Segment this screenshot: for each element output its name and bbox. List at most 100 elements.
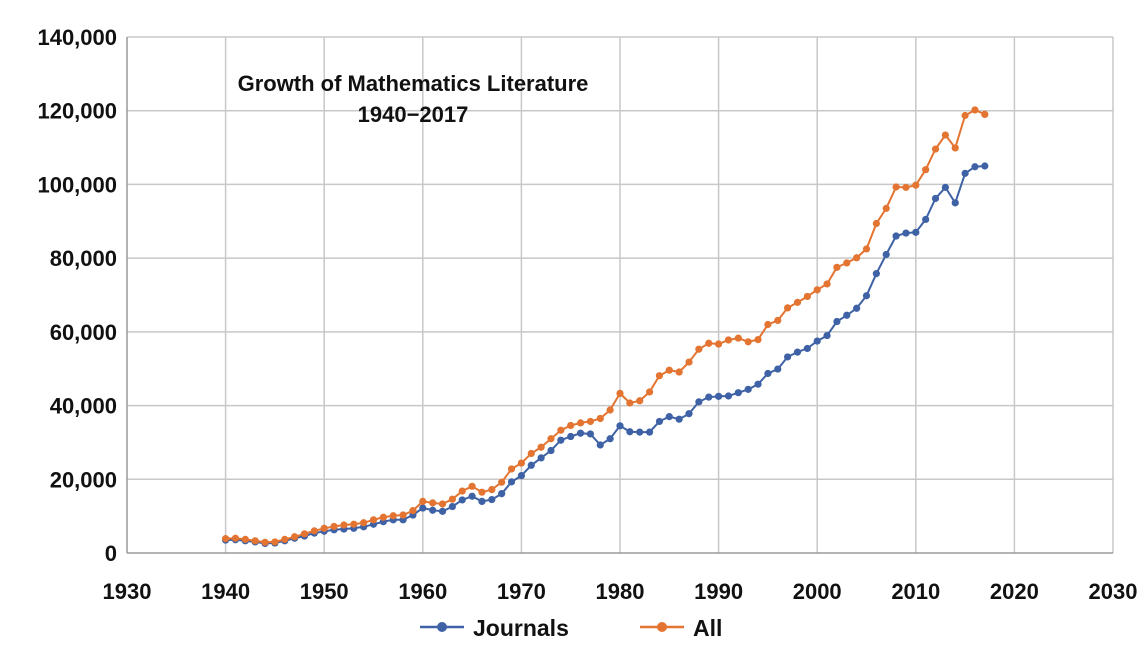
legend: Journals All bbox=[420, 615, 722, 641]
y-tick-label: 40,000 bbox=[50, 394, 117, 419]
data-point-all bbox=[537, 443, 545, 451]
data-point-journals bbox=[892, 232, 900, 240]
data-point-all bbox=[438, 500, 447, 508]
data-point-all bbox=[675, 368, 683, 376]
data-point-all bbox=[389, 512, 397, 520]
data-point-journals bbox=[438, 507, 447, 515]
data-point-all bbox=[261, 538, 269, 546]
data-point-journals bbox=[793, 348, 802, 356]
data-point-all bbox=[517, 459, 526, 467]
data-point-all bbox=[567, 421, 575, 430]
y-tick-label: 100,000 bbox=[37, 172, 117, 197]
data-point-journals bbox=[419, 504, 427, 512]
data-point-all bbox=[705, 339, 713, 347]
data-point-all bbox=[429, 499, 437, 507]
data-point-all bbox=[458, 487, 466, 495]
data-point-all bbox=[784, 304, 792, 312]
data-point-all bbox=[951, 144, 959, 152]
data-point-journals bbox=[971, 163, 979, 171]
data-point-all bbox=[922, 166, 930, 174]
data-point-journals bbox=[498, 490, 506, 498]
x-tick-label: 1960 bbox=[398, 579, 447, 604]
data-point-journals bbox=[744, 385, 752, 393]
data-point-all bbox=[468, 482, 476, 490]
data-point-all bbox=[448, 495, 456, 503]
data-point-journals bbox=[527, 461, 535, 469]
legend-item-all: All bbox=[640, 615, 722, 641]
data-point-all bbox=[626, 399, 634, 407]
data-point-all bbox=[478, 488, 486, 496]
data-point-journals bbox=[803, 344, 811, 353]
data-point-all bbox=[241, 535, 249, 543]
vertical-gridlines bbox=[224, 37, 1114, 553]
horizontal-gridlines bbox=[127, 36, 1113, 481]
x-tick-label: 1990 bbox=[694, 579, 743, 604]
y-axis-tick-labels: 0 20,000 40,000 60,000 80,000 100,000 120,000 1… bbox=[37, 25, 117, 566]
data-point-all bbox=[300, 530, 309, 538]
data-point-all bbox=[369, 516, 378, 524]
y-tick-label: 20,000 bbox=[50, 467, 117, 492]
data-point-journals bbox=[813, 337, 821, 345]
legend-marker-all bbox=[657, 622, 667, 632]
data-point-journals bbox=[764, 369, 772, 378]
data-point-all bbox=[616, 389, 624, 398]
data-point-journals bbox=[557, 436, 565, 444]
data-point-journals bbox=[507, 478, 516, 486]
x-tick-label: 1930 bbox=[103, 579, 152, 604]
data-point-all bbox=[251, 537, 259, 545]
chart-subtitle: 1940−2017 bbox=[358, 102, 469, 127]
legend-item-journals: Journals bbox=[420, 615, 569, 641]
data-point-all bbox=[488, 486, 496, 494]
data-point-journals bbox=[645, 428, 654, 436]
data-point-journals bbox=[705, 393, 713, 401]
data-point-journals bbox=[478, 497, 486, 505]
y-tick-label: 80,000 bbox=[50, 246, 117, 271]
data-point-all bbox=[360, 519, 368, 527]
data-point-journals bbox=[586, 430, 595, 438]
data-point-all bbox=[971, 106, 979, 114]
data-point-journals bbox=[902, 229, 910, 237]
data-point-all bbox=[281, 535, 289, 543]
data-point-journals bbox=[448, 502, 456, 511]
data-point-journals bbox=[468, 492, 476, 500]
data-point-journals bbox=[695, 398, 703, 406]
data-point-all bbox=[399, 511, 407, 519]
data-point-journals bbox=[626, 428, 634, 436]
data-point-journals bbox=[833, 317, 841, 326]
data-point-journals bbox=[922, 215, 930, 224]
series-all bbox=[222, 106, 989, 546]
x-tick-label: 1940 bbox=[201, 579, 250, 604]
data-point-all bbox=[320, 524, 328, 532]
data-point-all bbox=[527, 449, 535, 458]
data-point-journals bbox=[665, 413, 673, 421]
data-point-all bbox=[547, 435, 555, 443]
data-point-journals bbox=[882, 250, 890, 259]
data-point-journals bbox=[853, 304, 861, 312]
x-tick-label: 1980 bbox=[596, 579, 645, 604]
data-point-all bbox=[774, 316, 782, 325]
data-point-all bbox=[724, 336, 733, 344]
data-point-all bbox=[330, 522, 338, 531]
y-tick-label: 60,000 bbox=[50, 320, 117, 345]
data-point-all bbox=[981, 110, 989, 118]
data-point-all bbox=[271, 538, 279, 546]
data-point-journals bbox=[862, 292, 871, 300]
data-point-journals bbox=[429, 506, 437, 514]
legend-label-journals: Journals bbox=[473, 615, 569, 641]
data-point-all bbox=[498, 478, 506, 486]
data-point-all bbox=[665, 366, 673, 374]
data-point-journals bbox=[596, 441, 604, 449]
data-point-all bbox=[803, 292, 811, 301]
data-point-all bbox=[931, 145, 940, 153]
data-point-all bbox=[744, 338, 752, 346]
data-point-all bbox=[645, 388, 654, 396]
data-point-journals bbox=[784, 353, 792, 361]
legend-label-all: All bbox=[693, 615, 722, 641]
data-point-all bbox=[833, 263, 841, 271]
data-point-all bbox=[419, 497, 427, 505]
data-point-all bbox=[695, 345, 703, 353]
x-tick-label: 1970 bbox=[497, 579, 546, 604]
data-point-all bbox=[715, 340, 723, 348]
data-point-journals bbox=[754, 380, 762, 388]
data-point-all bbox=[882, 204, 890, 212]
